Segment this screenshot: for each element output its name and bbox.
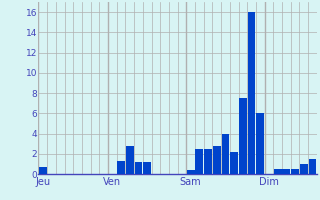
- Bar: [204, 149, 212, 174]
- Bar: [283, 169, 290, 174]
- Bar: [117, 161, 125, 174]
- Bar: [143, 162, 151, 174]
- Bar: [230, 152, 238, 174]
- Bar: [213, 146, 221, 174]
- Bar: [256, 113, 264, 174]
- Bar: [248, 12, 255, 174]
- Bar: [291, 169, 299, 174]
- Bar: [134, 162, 142, 174]
- Bar: [221, 134, 229, 174]
- Bar: [187, 170, 195, 174]
- Bar: [274, 169, 282, 174]
- Bar: [300, 164, 308, 174]
- Bar: [196, 149, 203, 174]
- Bar: [308, 159, 316, 174]
- Bar: [39, 167, 47, 174]
- Bar: [126, 146, 134, 174]
- Bar: [239, 98, 247, 174]
